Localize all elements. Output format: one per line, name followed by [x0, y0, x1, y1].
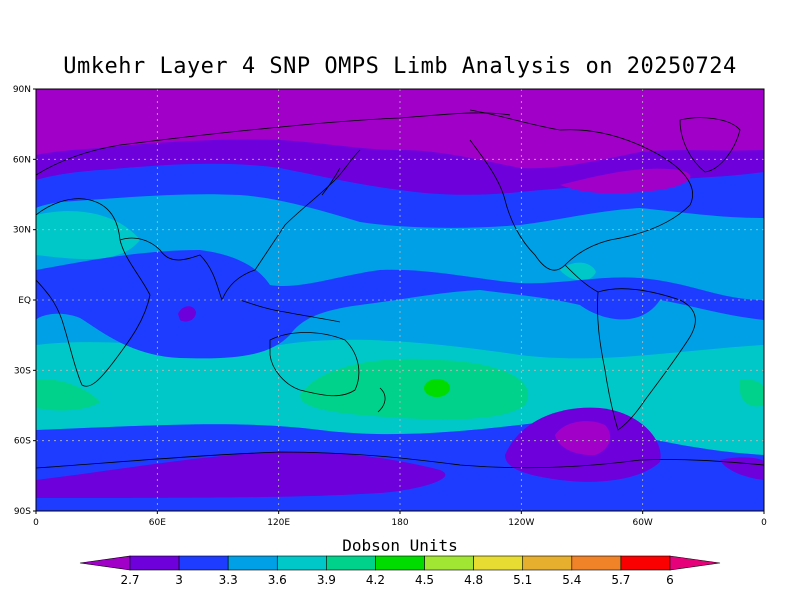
lat-tick-label: 90S	[14, 507, 31, 517]
colorbar-tick-label: 3.9	[317, 573, 336, 587]
colorbar-arrow-low	[79, 555, 131, 571]
lat-tick-label: 30N	[13, 226, 31, 236]
colorbar-tick-label: 4.5	[415, 573, 434, 587]
colorbar-tick-label: 3.6	[268, 573, 287, 587]
colorbar-title: Dobson Units	[342, 536, 458, 555]
colorbar-segment	[375, 555, 425, 571]
field-patch-2.7-east	[720, 457, 764, 480]
lat-axis: 90N 60N 30N EQ 30S 60S 90S	[13, 85, 36, 517]
colorbar-tick-label: 6	[666, 573, 674, 587]
colorbar-segment	[227, 555, 278, 571]
field-max-4.2	[424, 379, 450, 397]
colorbar-segment	[178, 555, 229, 571]
lat-tick-label: 30S	[14, 366, 31, 376]
field-patch-3.9-nz	[300, 358, 529, 420]
colorbar-tick-label: 5.1	[513, 573, 532, 587]
coastlines	[36, 109, 764, 469]
field-patch-2.7-indian	[178, 306, 196, 322]
lon-tick-label: 180	[391, 518, 408, 528]
map-title: Umkehr Layer 4 SNP OMPS Limb Analysis on…	[63, 54, 737, 79]
colorbar-tick-label: 3	[175, 573, 183, 587]
colorbar-tick-label: 5.7	[611, 573, 630, 587]
lon-tick-label: 0	[33, 518, 39, 528]
lat-tick-label: 60S	[14, 437, 31, 447]
field-band-3.0-equator	[36, 250, 764, 359]
colorbar-tick-label: 5.4	[562, 573, 581, 587]
lat-tick-label: 60N	[13, 155, 31, 165]
colorbar-segment	[276, 555, 327, 571]
colorbar-segment	[326, 555, 376, 571]
colorbar-segment	[522, 555, 573, 571]
lon-axis: 0 60E 120E 180 120W 60W 0	[33, 511, 767, 528]
colorbar-segment	[620, 555, 671, 571]
field-patch-below-2.7-pacific	[555, 421, 611, 456]
colorbar-segment	[473, 555, 524, 571]
field-band-2.7-south	[36, 451, 446, 498]
colorbar-arrow-high	[669, 555, 721, 571]
field-patch-3.9-atlantic	[36, 379, 100, 411]
colorbar-tick-label: 3.3	[219, 573, 238, 587]
field-band-below-2.7-north	[36, 89, 764, 169]
lat-tick-label: EQ	[18, 296, 31, 306]
colorbar-segment	[571, 555, 622, 571]
lat-tick-label: 90N	[13, 85, 31, 95]
lon-tick-label: 60W	[632, 518, 652, 528]
colorbar-tick-label: 2.7	[120, 573, 139, 587]
field-patch-below-2.7-north2	[560, 168, 691, 194]
colorbar-segment	[129, 555, 180, 571]
gridlines	[36, 89, 764, 511]
colorbar-tick-label: 4.2	[366, 573, 385, 587]
colorbar-segment	[424, 555, 474, 571]
field-patch-3.6-caribbean	[560, 262, 596, 281]
lon-tick-label: 60E	[149, 518, 166, 528]
lon-tick-label: 120E	[267, 518, 290, 528]
colorbar-tick-label: 4.8	[464, 573, 483, 587]
field-patch-3.9-west	[740, 379, 764, 407]
field-band-3.6-north	[36, 211, 140, 260]
lon-tick-label: 0	[761, 518, 767, 528]
lon-tick-label: 120W	[508, 518, 534, 528]
colorbar: 2.7 3 3.3 3.6 3.9 4.2 4.5 4.8 5.1 5.4 5.7 6	[79, 555, 721, 587]
